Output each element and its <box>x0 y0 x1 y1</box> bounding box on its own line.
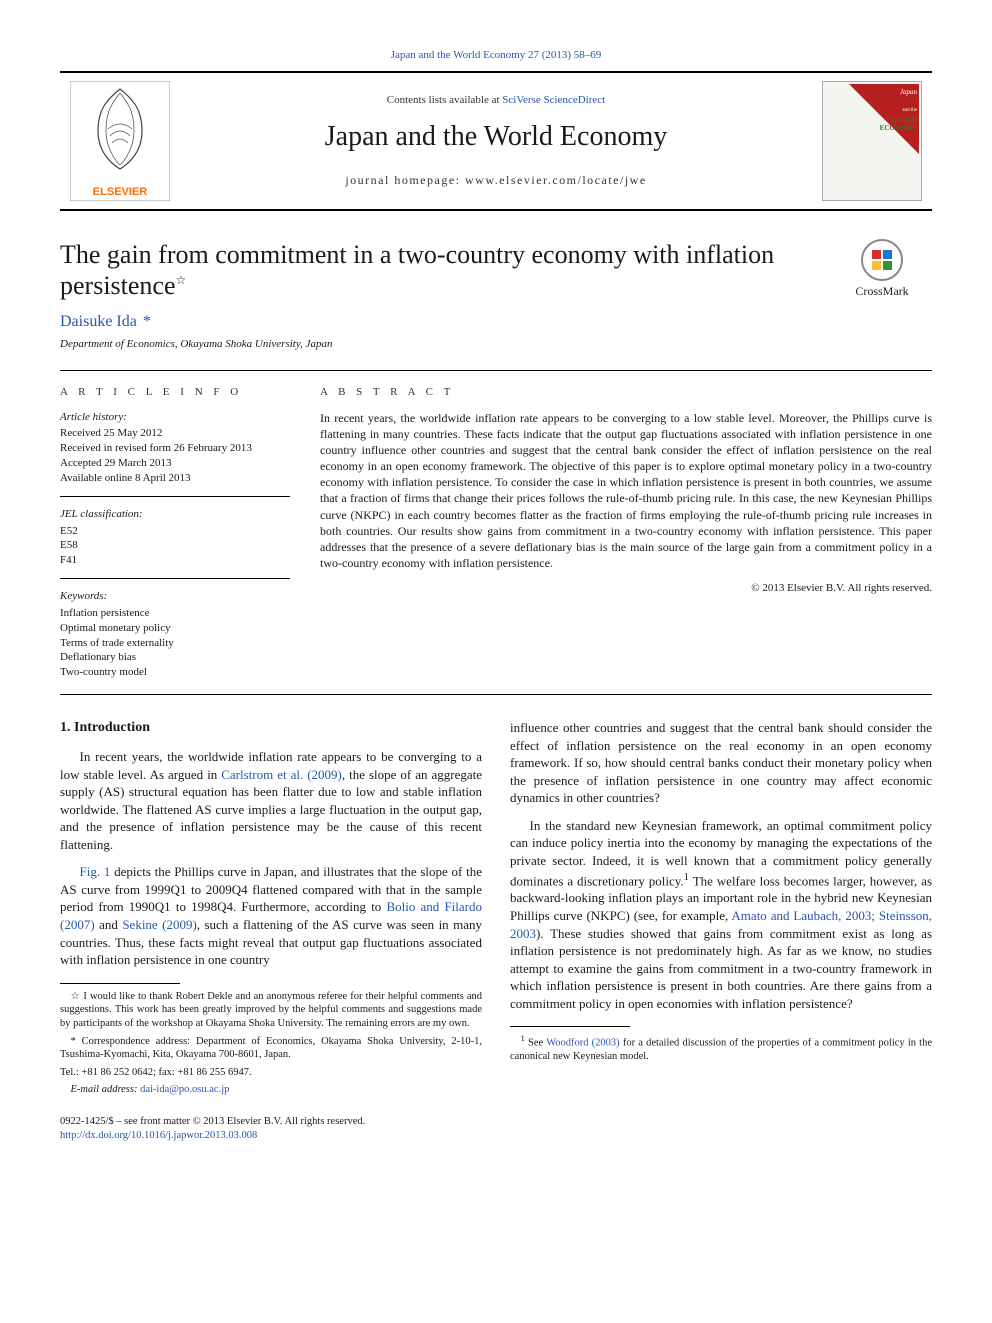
jel-code-1: E58 <box>60 538 290 553</box>
history-received: Received 25 May 2012 <box>60 426 290 441</box>
jel-label: JEL classification: <box>60 507 290 522</box>
page-ref-link[interactable]: Japan and the World Economy 27 (2013) 58… <box>391 49 602 61</box>
footnotes-right: 1 See Woodford (2003) for a detailed dis… <box>510 1033 932 1064</box>
article-history-label: Article history: <box>60 410 290 425</box>
author-email-link[interactable]: dai-ida@po.osu.ac.jp <box>140 1084 229 1095</box>
keyword-3: Deflationary bias <box>60 650 290 665</box>
cover-word-japan: Japan <box>900 88 917 97</box>
homepage-prefix: journal homepage: <box>345 173 465 187</box>
abstract-column: A B S T R A C T In recent years, the wor… <box>320 385 932 681</box>
cover-word-andthe: and the <box>902 108 917 115</box>
journal-cover-box: Japan and the WORLD ECONOMY <box>812 73 932 209</box>
section-1-head: 1. Introduction <box>60 719 482 738</box>
footnotes-left: ☆ I would like to thank Robert Dekle and… <box>60 990 482 1097</box>
author-affiliation: Department of Economics, Okayama Shoka U… <box>60 337 932 352</box>
journal-homepage-url: www.elsevier.com/locate/jwe <box>465 173 647 187</box>
keywords-label: Keywords: <box>60 589 290 604</box>
abstract-copyright: © 2013 Elsevier B.V. All rights reserved… <box>320 581 932 596</box>
crossmark-icon <box>861 239 903 281</box>
paragraph-3: In the standard new Keynesian framework,… <box>510 817 932 1012</box>
keyword-1: Optimal monetary policy <box>60 621 290 636</box>
footnote-email: E-mail address: dai-ida@po.osu.ac.jp <box>60 1083 482 1097</box>
cover-word-economy: ECONOMY <box>880 124 917 133</box>
page-footer: 0922-1425/$ – see front matter © 2013 El… <box>60 1115 932 1143</box>
article-info-head: A R T I C L E I N F O <box>60 385 290 400</box>
history-online: Available online 8 April 2013 <box>60 471 290 486</box>
contents-list-line: Contents lists available at SciVerse Sci… <box>387 93 605 108</box>
journal-cover-thumbnail: Japan and the WORLD ECONOMY <box>822 81 922 201</box>
footnote-tel-fax: Tel.: +81 86 252 0642; fax: +81 86 255 6… <box>60 1066 482 1080</box>
abstract-text: In recent years, the worldwide inflation… <box>320 410 932 572</box>
history-revised: Received in revised form 26 February 201… <box>60 441 290 456</box>
paragraph-2: Fig. 1 depicts the Phillips curve in Jap… <box>60 863 482 968</box>
corresponding-author-marker: * <box>139 313 151 330</box>
journal-header-center: Contents lists available at SciVerse Sci… <box>180 73 812 209</box>
history-accepted: Accepted 29 March 2013 <box>60 456 290 471</box>
doi-link[interactable]: http://dx.doi.org/10.1016/j.japwor.2013.… <box>60 1130 257 1141</box>
running-head: Japan and the World Economy 27 (2013) 58… <box>60 48 932 63</box>
keyword-2: Terms of trade externality <box>60 636 290 651</box>
ref-sekine-2009[interactable]: Sekine (2009) <box>122 917 196 932</box>
crossmark-label: CrossMark <box>832 283 932 299</box>
footnote-corr-address: Correspondence address: Department of Ec… <box>60 1036 482 1061</box>
author-name: Daisuke Ida * <box>60 311 932 333</box>
footnote-corresponding: * Correspondence address: Department of … <box>60 1035 482 1062</box>
keyword-0: Inflation persistence <box>60 606 290 621</box>
paragraph-1: In recent years, the worldwide inflation… <box>60 748 482 853</box>
footnote-1-text-a: See <box>528 1038 546 1049</box>
footer-left: 0922-1425/$ – see front matter © 2013 El… <box>60 1115 365 1143</box>
crossmark-badge[interactable]: CrossMark <box>832 239 932 299</box>
article-info-column: A R T I C L E I N F O Article history: R… <box>60 385 290 681</box>
p3-text-c: ). These studies showed that gains from … <box>510 926 932 1011</box>
keywords-block: Keywords: Inflation persistence Optimal … <box>60 589 290 680</box>
journal-homepage-line: journal homepage: www.elsevier.com/locat… <box>345 172 646 188</box>
svg-text:ELSEVIER: ELSEVIER <box>93 186 147 198</box>
journal-name: Japan and the World Economy <box>325 118 667 156</box>
contents-prefix: Contents lists available at <box>387 94 502 106</box>
ref-fig-1[interactable]: Fig. 1 <box>80 864 111 879</box>
footnote-star-text: I would like to thank Robert Dekle and a… <box>60 991 482 1029</box>
title-footnote-marker <box>176 271 187 300</box>
jel-code-0: E52 <box>60 524 290 539</box>
author-name-text[interactable]: Daisuke Ida <box>60 313 137 330</box>
ref-carlstrom-2009[interactable]: Carlstrom et al. (2009) <box>221 767 342 782</box>
jel-block: JEL classification: E52 E58 F41 <box>60 507 290 579</box>
footnote-1: 1 See Woodford (2003) for a detailed dis… <box>510 1033 932 1064</box>
footnote-star: ☆ I would like to thank Robert Dekle and… <box>60 990 482 1031</box>
journal-header: ELSEVIER Contents lists available at Sci… <box>60 71 932 211</box>
article-body: 1. Introduction In recent years, the wor… <box>60 719 932 1101</box>
footnote-rule-right <box>510 1026 630 1027</box>
elsevier-logo-icon: ELSEVIER <box>70 81 170 201</box>
keyword-4: Two-country model <box>60 665 290 680</box>
p2-text-c: and <box>95 917 123 932</box>
publisher-logo-box: ELSEVIER <box>60 73 180 209</box>
article-meta-section: A R T I C L E I N F O Article history: R… <box>60 370 932 696</box>
jel-code-2: F41 <box>60 553 290 568</box>
issn-line: 0922-1425/$ – see front matter © 2013 El… <box>60 1115 365 1129</box>
abstract-head: A B S T R A C T <box>320 385 932 400</box>
ref-woodford-2003[interactable]: Woodford (2003) <box>546 1038 619 1049</box>
sciencedirect-link[interactable]: SciVerse ScienceDirect <box>502 94 605 106</box>
article-history-block: Article history: Received 25 May 2012 Re… <box>60 410 290 497</box>
article-title-text: The gain from commitment in a two-countr… <box>60 240 774 300</box>
footnote-email-label: E-mail address: <box>71 1084 141 1095</box>
paragraph-2-continued: influence other countries and suggest th… <box>510 719 932 807</box>
article-title: The gain from commitment in a two-countr… <box>60 239 822 301</box>
footnote-rule-left <box>60 983 180 984</box>
